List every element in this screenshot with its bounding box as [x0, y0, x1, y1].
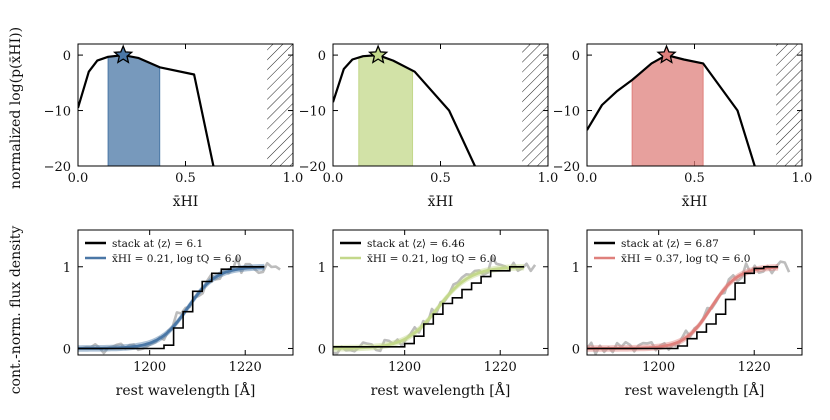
peak-star-marker: [367, 44, 389, 64]
x-axis-label: x̄HI: [173, 194, 199, 210]
x-tick-label: 0.0: [323, 171, 344, 186]
top-panel-3: 0.0 0.5 1.0 0 −10 −20 x̄HI: [553, 43, 813, 210]
y-tick-label: 0: [572, 49, 580, 64]
raw-spectrum: [333, 255, 537, 355]
y-tick-label: 0: [572, 342, 580, 357]
stack-step-line: [78, 266, 265, 350]
axes-frame: [586, 43, 803, 167]
y-tick-label: −10: [299, 105, 326, 120]
x-tick-label: 1.0: [283, 171, 304, 186]
y-tick-label: 0: [63, 342, 71, 357]
legend-label: stack at ⟨z⟩ = 6.1: [112, 238, 203, 250]
x-axis-label: rest wavelength [Å]: [371, 381, 511, 399]
bottom-panel-2: 1200 1220 0 1 rest wavelength [Å] stack at ⟨z…: [318, 229, 549, 399]
model-line: [333, 265, 525, 350]
plot-area: [78, 256, 281, 355]
x-tick-label: 1220: [229, 360, 262, 375]
peak-star-marker: [656, 44, 677, 64]
credible-region: [358, 54, 414, 166]
top-y-axis-label: normalized log(p(x̄HI)): [8, 27, 24, 189]
axes-frame: [332, 229, 549, 356]
raw-spectrum: [78, 256, 281, 355]
plot-area: [78, 44, 293, 166]
excluded-region-hatch: [522, 44, 548, 166]
model-line: [78, 265, 265, 350]
y-tick-label: 1: [572, 261, 580, 276]
plot-area: [333, 255, 537, 355]
model-band: [78, 263, 265, 352]
x-axis-label: x̄HI: [428, 194, 454, 210]
top-panel-1: 0.0 0.5 1.0 0 −10 −20 x̄HI: [44, 43, 304, 210]
x-tick-label: 1.0: [538, 171, 559, 186]
top-panel-2: 0.0 0.5 1.0 0 −10 −20 x̄HI: [299, 43, 559, 210]
axes-frame: [586, 229, 803, 356]
x-tick-label: 1.0: [792, 171, 813, 186]
plot-area: [587, 44, 802, 166]
x-tick-label: 1220: [484, 360, 517, 375]
y-tick-label: 1: [63, 261, 71, 276]
legend-label: x̄HI = 0.37, log tQ = 6.0: [621, 253, 751, 265]
x-tick-label: 0.0: [577, 171, 598, 186]
bottom-panel-1: 1200 1220 0 1 rest wavelength [Å] stack at ⟨z…: [63, 229, 294, 399]
plot-area: [333, 44, 548, 166]
raw-spectrum: [587, 260, 791, 355]
y-tick-label: 1: [318, 261, 326, 276]
legend: stack at ⟨z⟩ = 6.87 x̄HI = 0.37, log tQ =…: [594, 238, 751, 265]
bottom-y-axis-label: cont.-norm. flux density: [8, 226, 24, 395]
axes-frame: [77, 43, 294, 167]
bottom-panel-3: 1200 1220 0 1 rest wavelength [Å] stack at ⟨z…: [572, 229, 803, 399]
x-tick-label: 1200: [133, 360, 166, 375]
x-tick-label: 1220: [738, 360, 771, 375]
x-tick-label: 0.5: [430, 171, 451, 186]
y-tick-label: −10: [553, 105, 580, 120]
x-axis-label: rest wavelength [Å]: [625, 381, 765, 399]
peak-star-marker: [112, 44, 134, 64]
legend: stack at ⟨z⟩ = 6.1 x̄HI = 0.21, log tQ = …: [85, 238, 242, 265]
stack-step-line: [587, 266, 779, 350]
credible-region: [107, 54, 161, 166]
x-tick-label: 0.5: [175, 171, 196, 186]
x-tick-label: 0.5: [684, 171, 705, 186]
legend: stack at ⟨z⟩ = 6.46 x̄HI = 0.21, log tQ =…: [340, 238, 497, 265]
excluded-region-hatch: [267, 44, 293, 166]
posterior-line: [587, 54, 756, 166]
y-tick-label: 0: [63, 49, 71, 64]
y-tick-label: −10: [44, 105, 71, 120]
y-tick-label: 0: [318, 49, 326, 64]
legend-label: x̄HI = 0.21, log tQ = 6.0: [112, 253, 242, 265]
y-tick-label: −20: [553, 160, 580, 175]
model-band: [333, 263, 525, 352]
y-tick-label: −20: [299, 160, 326, 175]
axes-frame: [332, 43, 549, 167]
x-axis-label: x̄HI: [682, 194, 708, 210]
y-tick-label: 0: [318, 342, 326, 357]
x-tick-label: 0.0: [68, 171, 89, 186]
x-tick-label: 1200: [388, 360, 421, 375]
plot-area: [587, 260, 791, 355]
excluded-region-hatch: [776, 44, 802, 166]
legend-label: x̄HI = 0.21, log tQ = 6.0: [367, 253, 497, 265]
x-tick-label: 1200: [642, 360, 675, 375]
legend-label: stack at ⟨z⟩ = 6.87: [621, 238, 719, 250]
legend-label: stack at ⟨z⟩ = 6.46: [367, 238, 465, 250]
axes-frame: [77, 229, 294, 356]
stack-step-line: [333, 266, 525, 348]
x-axis-label: rest wavelength [Å]: [116, 381, 256, 399]
y-tick-label: −20: [44, 160, 71, 175]
